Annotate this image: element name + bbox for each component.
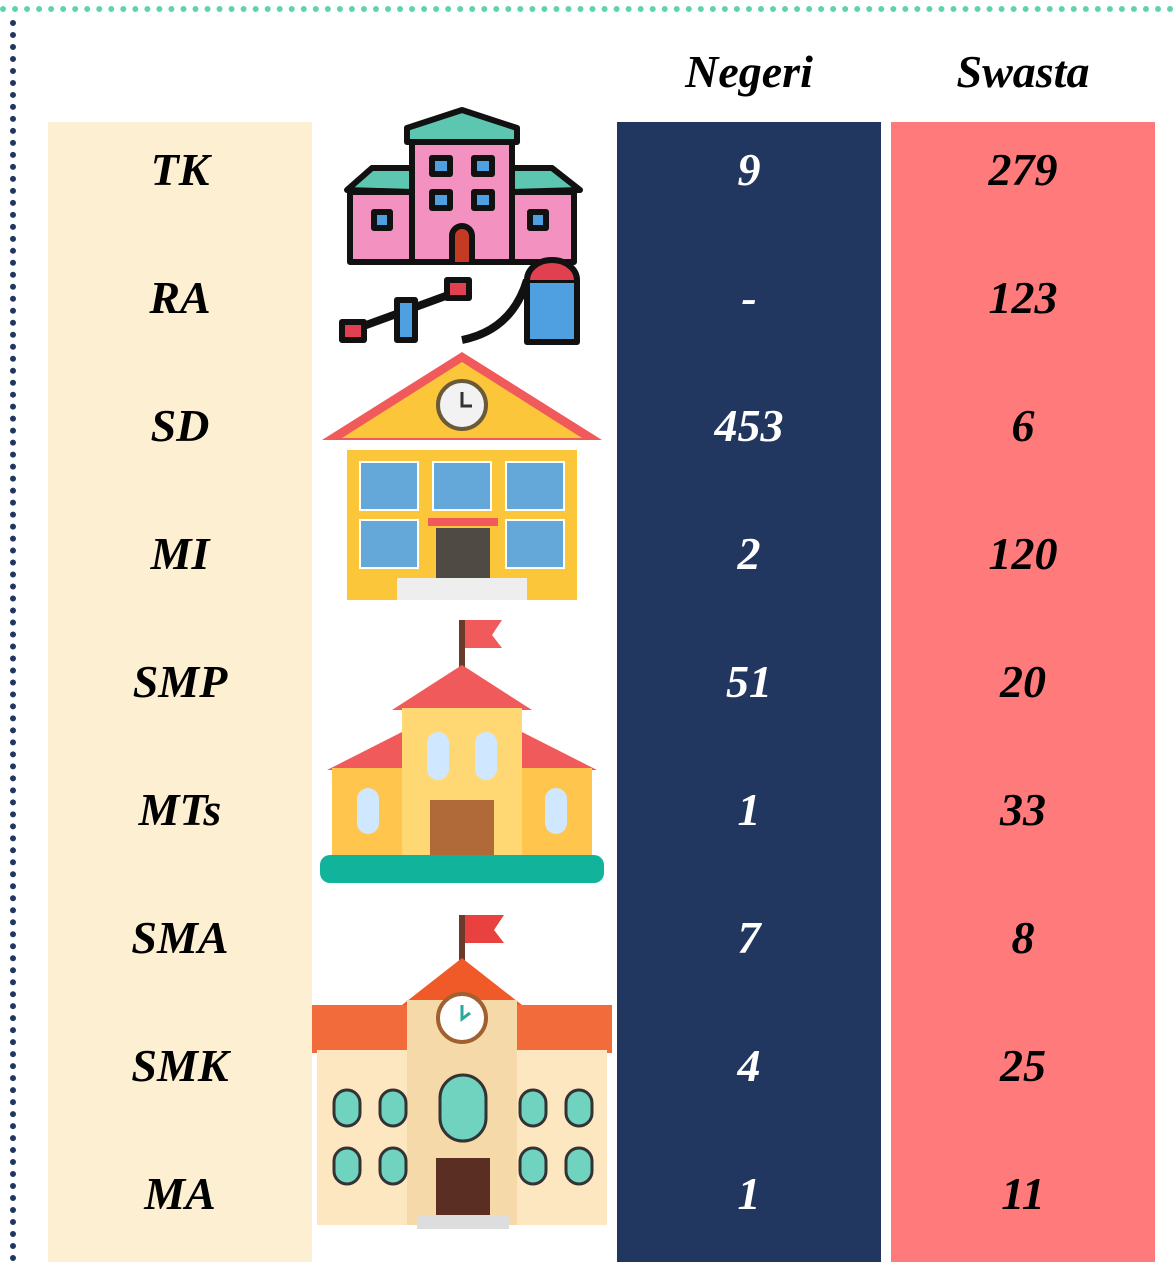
cell-text: 11 bbox=[1001, 1168, 1045, 1219]
cell-text: 20 bbox=[1000, 656, 1046, 707]
cell-text: 6 bbox=[1011, 400, 1035, 451]
cell-text: 1 bbox=[737, 784, 761, 835]
cell-text: Swasta bbox=[956, 46, 1090, 97]
cell-text: MA bbox=[144, 1168, 216, 1219]
cell-text: 4 bbox=[737, 1040, 761, 1091]
cell-text: TK bbox=[150, 144, 210, 195]
dotted-border bbox=[10, 20, 16, 1262]
cell-text: 1 bbox=[737, 1168, 761, 1219]
cell-text: 123 bbox=[988, 272, 1058, 323]
cell-text: MI bbox=[150, 528, 210, 579]
cell-text: MTs bbox=[138, 784, 222, 835]
level-column bbox=[48, 122, 312, 1262]
cell-text: 279 bbox=[988, 144, 1058, 195]
cell-text: 453 bbox=[714, 400, 784, 451]
school-icons bbox=[312, 107, 612, 1229]
cell-text: 7 bbox=[737, 912, 761, 963]
cell-text: 120 bbox=[988, 528, 1058, 579]
swasta-column bbox=[891, 122, 1155, 1262]
cell-text: Negeri bbox=[685, 46, 813, 97]
cell-text: SMP bbox=[132, 656, 228, 707]
cell-text: SD bbox=[150, 400, 210, 451]
cell-text: 51 bbox=[726, 656, 772, 707]
cell-text: RA bbox=[149, 272, 211, 323]
cell-text: SMA bbox=[131, 912, 229, 963]
cell-text: - bbox=[741, 272, 757, 323]
cell-text: SMK bbox=[131, 1040, 229, 1091]
dotted-border bbox=[0, 6, 1174, 12]
negeri-column bbox=[617, 122, 881, 1262]
cell-text: 8 bbox=[1011, 912, 1035, 963]
cell-text: 33 bbox=[1000, 784, 1046, 835]
cell-text: 2 bbox=[737, 528, 761, 579]
cell-text: 9 bbox=[737, 144, 761, 195]
cell-text: 25 bbox=[1000, 1040, 1046, 1091]
